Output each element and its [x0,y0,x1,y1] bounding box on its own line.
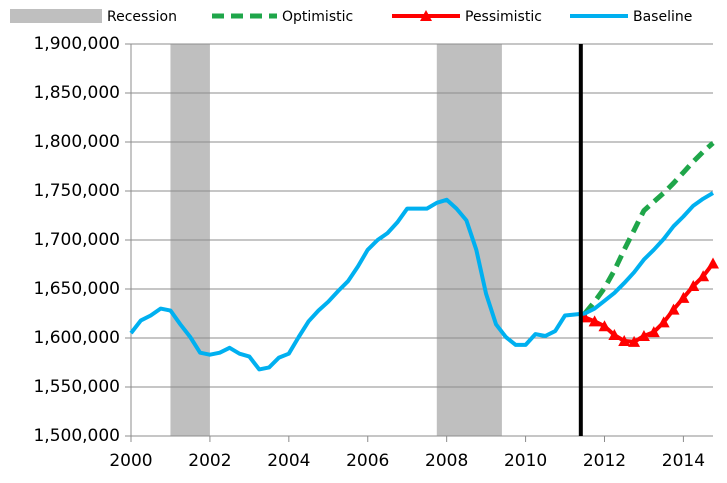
marker [647,326,660,338]
marker [667,303,680,315]
y-tick-label: 1,850,000 [33,83,120,103]
x-tick-label: 2008 [425,451,468,471]
legend-label: Optimistic [282,9,353,25]
x-tick-label: 2006 [346,451,389,471]
marker [588,315,601,327]
legend: Recession Optimistic Pessimistic Baseline [10,9,692,25]
legend-label: Pessimistic [465,9,542,25]
x-tick-label: 2012 [583,451,626,471]
marker [677,291,690,303]
legend-marker [420,10,432,21]
y-tick-label: 1,700,000 [33,230,120,250]
y-tick-label: 1,650,000 [33,279,120,299]
legend-label: Baseline [633,9,692,25]
marker [707,257,719,269]
y-tick-label: 1,600,000 [33,328,120,348]
marker [598,320,611,332]
x-tick-label: 2010 [504,451,547,471]
legend-swatch [10,9,102,23]
marker [657,316,670,328]
y-tick-label: 1,900,000 [33,34,120,54]
y-tick-label: 1,550,000 [33,377,120,397]
marker [608,329,621,341]
marker [687,280,700,292]
y-tick-label: 1,500,000 [33,426,120,446]
y-tick-label: 1,800,000 [33,132,120,152]
x-tick-label: 2004 [267,451,310,471]
legend-label: Recession [107,9,177,25]
series-line [582,141,715,316]
x-tick-label: 2014 [662,451,705,471]
x-tick-label: 2002 [188,451,231,471]
marker [697,270,710,282]
x-tick-label: 2000 [109,451,152,471]
series-line [129,191,715,372]
marker [618,334,631,346]
marker [637,330,650,342]
y-tick-label: 1,750,000 [33,181,120,201]
marker [628,335,641,347]
